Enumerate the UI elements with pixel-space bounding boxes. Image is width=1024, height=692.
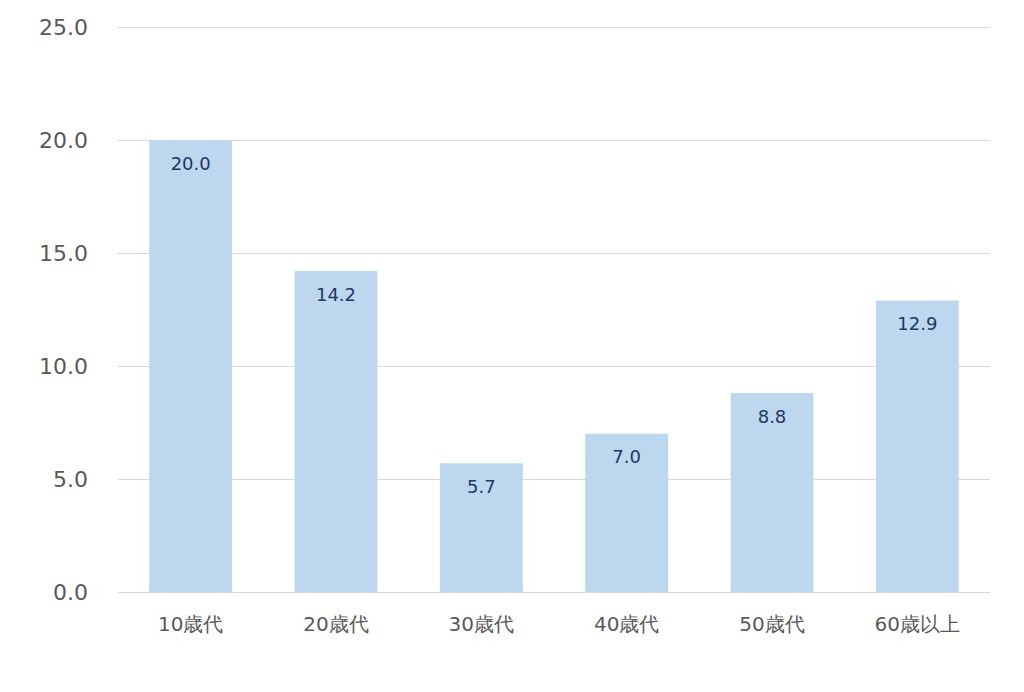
svg-text:50歳代: 50歳代 — [739, 612, 804, 636]
svg-text:25.0: 25.0 — [39, 15, 88, 40]
svg-text:0.0: 0.0 — [53, 580, 88, 605]
svg-text:14.2: 14.2 — [316, 284, 356, 305]
svg-text:5.7: 5.7 — [467, 476, 496, 497]
svg-text:30歳代: 30歳代 — [449, 612, 514, 636]
svg-text:5.0: 5.0 — [53, 467, 88, 492]
svg-text:20.0: 20.0 — [171, 153, 211, 174]
svg-text:60歳以上: 60歳以上 — [875, 612, 960, 636]
svg-text:8.8: 8.8 — [758, 406, 787, 427]
svg-text:20.0: 20.0 — [39, 128, 88, 153]
svg-text:10.0: 10.0 — [39, 354, 88, 379]
svg-text:10歳代: 10歳代 — [158, 612, 223, 636]
svg-text:15.0: 15.0 — [39, 241, 88, 266]
svg-text:7.0: 7.0 — [612, 446, 641, 467]
svg-text:20歳代: 20歳代 — [303, 612, 368, 636]
svg-text:40歳代: 40歳代 — [594, 612, 659, 636]
svg-text:12.9: 12.9 — [897, 313, 937, 334]
